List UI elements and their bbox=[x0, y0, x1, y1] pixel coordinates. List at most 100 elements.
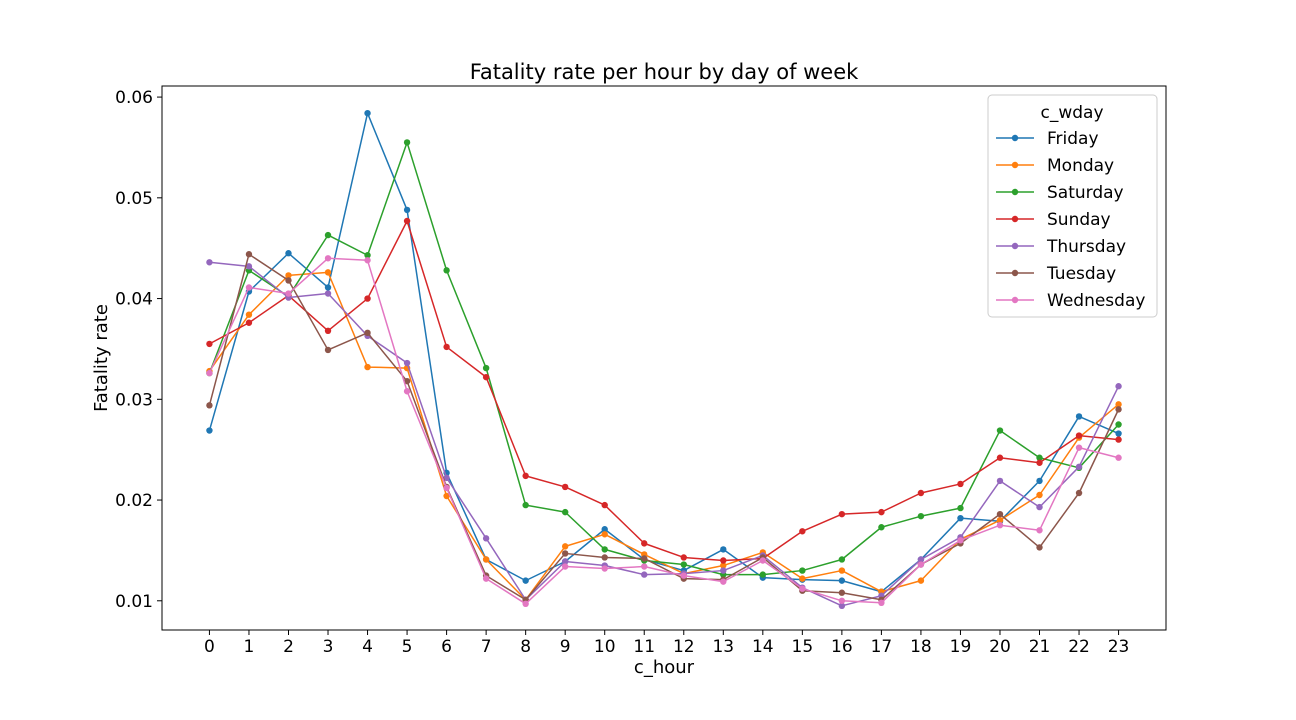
data-point bbox=[799, 567, 806, 574]
y-tick-label: 0.03 bbox=[115, 390, 153, 410]
data-point bbox=[996, 516, 1004, 524]
x-tick-label: 11 bbox=[633, 637, 655, 657]
x-axis-title: c_hour bbox=[634, 657, 695, 678]
data-point bbox=[364, 363, 371, 371]
x-tick-label: 6 bbox=[441, 637, 452, 657]
y-tick-label: 0.04 bbox=[115, 290, 153, 310]
legend-swatch-marker bbox=[1011, 269, 1019, 277]
data-point bbox=[245, 319, 253, 326]
data-point bbox=[720, 546, 727, 553]
x-tick-label: 1 bbox=[244, 637, 255, 657]
data-point bbox=[285, 250, 292, 257]
x-tick-label: 13 bbox=[712, 637, 734, 657]
legend-swatch-marker bbox=[1011, 296, 1019, 304]
data-point bbox=[403, 217, 411, 225]
data-point bbox=[522, 472, 529, 480]
y-tick-label: 0.06 bbox=[115, 88, 153, 108]
data-point bbox=[641, 555, 648, 562]
data-point bbox=[601, 531, 608, 538]
y-tick-label: 0.02 bbox=[115, 491, 153, 511]
data-point bbox=[1115, 454, 1122, 461]
y-axis: 0.01 0.02 0.03 0.04 0.05 0.06 bbox=[115, 88, 162, 612]
x-tick-label: 4 bbox=[362, 637, 373, 657]
data-point bbox=[996, 510, 1004, 518]
data-point bbox=[245, 284, 253, 291]
data-point bbox=[482, 535, 490, 542]
data-point bbox=[561, 508, 569, 516]
data-point bbox=[561, 543, 569, 550]
data-point bbox=[759, 571, 767, 578]
data-point bbox=[917, 556, 925, 563]
data-point bbox=[917, 512, 925, 520]
data-point bbox=[245, 311, 253, 318]
legend-swatch-marker bbox=[1011, 215, 1019, 223]
series-line bbox=[208, 257, 1119, 605]
data-point bbox=[641, 540, 648, 547]
data-point bbox=[443, 474, 450, 482]
legend-box bbox=[987, 94, 1158, 318]
series-line bbox=[208, 271, 1120, 601]
x-axis: 0 1 2 3 4 5 6 7 8 9 10 11 12 13 14 15 16 17 18 19 20 21 22 23 bbox=[204, 630, 1129, 657]
data-point bbox=[364, 252, 371, 259]
legend-label: Wednesday bbox=[1047, 291, 1145, 311]
data-point bbox=[1036, 454, 1043, 461]
legend-swatch-marker bbox=[1011, 188, 1019, 196]
data-point bbox=[641, 571, 648, 578]
data-point bbox=[1036, 544, 1043, 551]
data-point bbox=[364, 110, 371, 117]
y-axis-title: Fatality rate bbox=[91, 304, 112, 412]
data-point bbox=[1036, 459, 1043, 466]
data-point bbox=[324, 269, 332, 276]
data-point bbox=[206, 402, 213, 409]
data-point bbox=[1036, 527, 1043, 534]
data-point bbox=[601, 501, 608, 509]
x-tick-label: 19 bbox=[950, 637, 972, 657]
data-point bbox=[1075, 432, 1083, 439]
data-point bbox=[720, 562, 727, 569]
x-tick-label: 7 bbox=[481, 637, 492, 657]
legend-item-monday: Monday bbox=[996, 156, 1114, 176]
data-point bbox=[1115, 430, 1122, 437]
legend-item-thursday: Thursday bbox=[996, 237, 1126, 257]
data-point bbox=[838, 577, 846, 584]
legend-label: Tuesday bbox=[1046, 264, 1116, 284]
data-point bbox=[245, 251, 253, 258]
data-point bbox=[403, 139, 411, 146]
data-point bbox=[957, 537, 964, 544]
series-wednesday bbox=[206, 255, 1122, 608]
series-line bbox=[208, 253, 1120, 601]
data-point bbox=[1115, 436, 1122, 443]
data-point bbox=[443, 343, 450, 351]
legend-label: Saturday bbox=[1047, 183, 1124, 203]
data-point bbox=[1036, 503, 1043, 511]
data-point bbox=[285, 277, 292, 284]
data-point bbox=[838, 556, 846, 563]
series-saturday bbox=[206, 139, 1122, 578]
x-tick-label: 22 bbox=[1068, 637, 1090, 657]
data-point bbox=[680, 561, 687, 568]
legend-label: Friday bbox=[1047, 129, 1099, 149]
x-tick-label: 15 bbox=[792, 637, 814, 657]
data-point bbox=[957, 480, 964, 488]
data-point bbox=[720, 557, 727, 564]
x-tick-label: 17 bbox=[871, 637, 893, 657]
data-point bbox=[206, 427, 213, 434]
data-point bbox=[996, 477, 1004, 485]
data-point bbox=[285, 272, 292, 279]
data-point bbox=[1115, 401, 1122, 408]
y-tick-label: 0.01 bbox=[115, 592, 153, 612]
data-point bbox=[364, 295, 371, 302]
data-point bbox=[324, 255, 332, 262]
data-point bbox=[838, 510, 846, 518]
data-point bbox=[561, 558, 569, 565]
x-tick-label: 0 bbox=[204, 637, 215, 657]
x-tick-label: 18 bbox=[910, 637, 932, 657]
data-point bbox=[443, 484, 450, 492]
data-point bbox=[324, 346, 332, 354]
legend-title: c_wday bbox=[1040, 103, 1103, 123]
data-point bbox=[206, 340, 213, 348]
data-point bbox=[601, 526, 608, 533]
data-point bbox=[996, 454, 1004, 461]
legend-swatch-marker bbox=[1011, 161, 1019, 169]
data-point bbox=[1115, 406, 1122, 413]
